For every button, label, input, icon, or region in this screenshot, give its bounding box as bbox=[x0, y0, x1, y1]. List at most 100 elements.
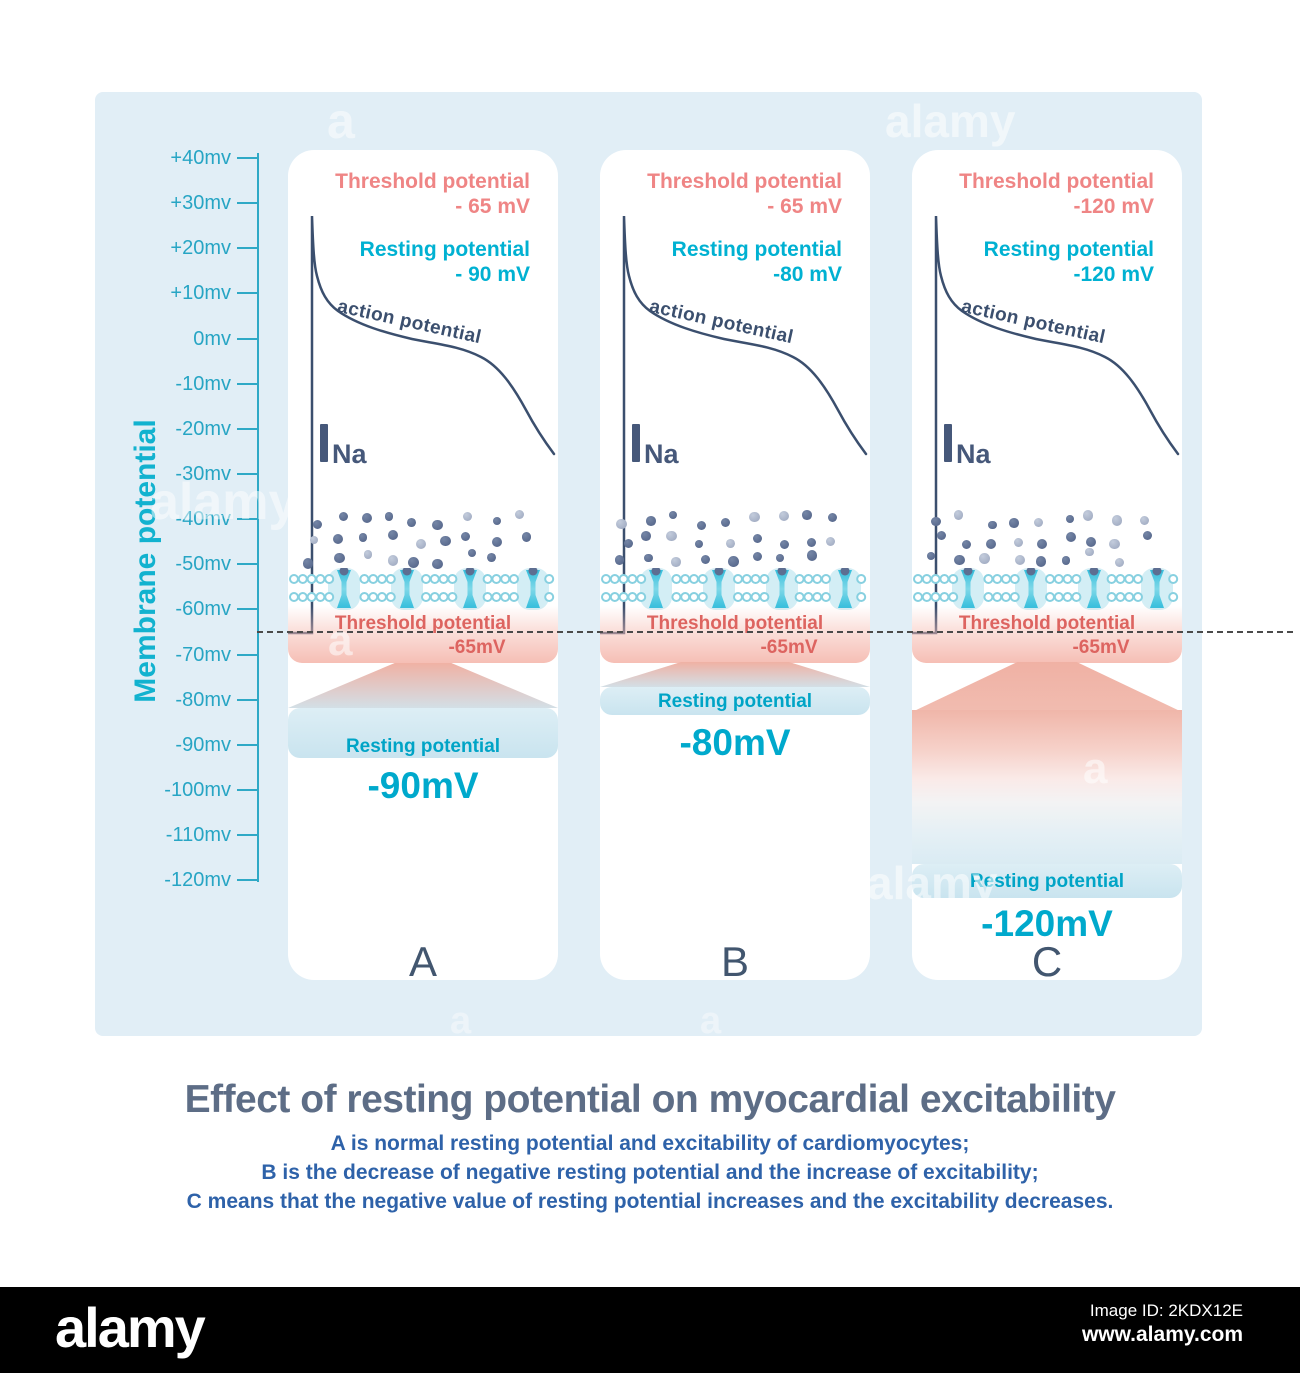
ion-dots bbox=[600, 510, 870, 568]
resting-band-label: Resting potential bbox=[345, 736, 501, 757]
axis-tick bbox=[237, 563, 257, 566]
ion-dots bbox=[912, 510, 1182, 568]
threshold-band: Threshold potential -65mV bbox=[288, 606, 558, 663]
threshold-potential-label: Threshold potential bbox=[335, 170, 530, 193]
watermark-a: a bbox=[450, 1000, 472, 1042]
axis-tick-label: +40mv bbox=[170, 147, 231, 169]
axis-tick-label: -20mv bbox=[175, 417, 231, 440]
axis-tick-label: -10mv bbox=[175, 372, 231, 395]
figure-caption: A is normal resting potential and excita… bbox=[0, 1129, 1300, 1216]
threshold-band-label: Threshold potential bbox=[958, 613, 1136, 634]
y-axis-title: Membrane potential bbox=[129, 419, 162, 703]
caption-line-a: A is normal resting potential and excita… bbox=[330, 1132, 970, 1155]
threshold-potential-label: Threshold potential bbox=[647, 170, 842, 193]
panel-a: Threshold potential - 65 mV Resting pote… bbox=[288, 150, 558, 985]
figure-area: +40mv +30mv +20mv +10mv 0mv -10mv -20mv -30mv -4… bbox=[95, 92, 1293, 1042]
axis-tick bbox=[237, 743, 257, 746]
sodium-current-subscript: Na bbox=[956, 439, 991, 469]
sodium-current-symbol bbox=[944, 424, 952, 462]
threshold-band-value: -65mV bbox=[1072, 637, 1130, 658]
threshold-dashed-line bbox=[257, 631, 1293, 633]
resting-band-label: Resting potential bbox=[657, 691, 813, 712]
resting-band bbox=[288, 708, 558, 758]
axis-tick bbox=[237, 608, 257, 611]
threshold-potential-value: -120 mV bbox=[1073, 195, 1154, 218]
sodium-current-symbol bbox=[632, 424, 640, 462]
axis-tick bbox=[237, 247, 257, 250]
resting-potential-value: -120 mV bbox=[1073, 263, 1154, 286]
axis-tick-label: -50mv bbox=[175, 553, 231, 576]
watermark-alamy: alamy bbox=[885, 95, 1016, 147]
action-potential-curve bbox=[912, 215, 1180, 635]
watermark-a: a bbox=[700, 1000, 722, 1042]
panel-letter: B bbox=[720, 938, 749, 985]
axis-tick bbox=[237, 157, 257, 159]
resting-potential-label: Resting potential bbox=[671, 238, 842, 261]
resting-band bbox=[600, 687, 870, 715]
sodium-current-label: Na bbox=[320, 424, 390, 484]
caption-line-c: C means that the negative value of resti… bbox=[186, 1190, 1114, 1213]
panel-c: Threshold potential -120 mV Resting pote… bbox=[912, 150, 1182, 985]
axis-tick-label: -60mv bbox=[175, 598, 231, 621]
resting-potential-label: Resting potential bbox=[359, 238, 530, 261]
axis-tick-label: -90mv bbox=[175, 733, 231, 756]
cell-membrane bbox=[601, 568, 867, 610]
sodium-current-subscript: Na bbox=[644, 439, 679, 469]
footer-bar: alamy Image ID: 2KDX12E www.alamy.com bbox=[0, 1287, 1300, 1373]
resting-potential-value: -80 mV bbox=[773, 263, 842, 286]
ion-dots bbox=[288, 510, 558, 569]
threshold-band: Threshold potential -65mV bbox=[912, 606, 1182, 663]
action-potential-curve bbox=[288, 215, 556, 635]
axis-tick-label: -120mv bbox=[164, 869, 231, 892]
resting-value-big: -80mV bbox=[679, 722, 791, 763]
y-axis-line bbox=[257, 153, 259, 882]
threshold-band-label: Threshold potential bbox=[334, 613, 512, 634]
axis-tick bbox=[237, 472, 257, 475]
axis-tick bbox=[237, 834, 257, 837]
axis-tick bbox=[237, 698, 257, 701]
sodium-current-symbol bbox=[320, 424, 328, 462]
axis-tick-label: +20mv bbox=[170, 237, 231, 260]
cell-membrane bbox=[289, 568, 555, 610]
alamy-logo: alamy bbox=[55, 1296, 206, 1359]
axis-tick-label: +10mv bbox=[170, 282, 231, 305]
threshold-band-value: -65mV bbox=[448, 637, 506, 658]
axis-tick bbox=[237, 427, 257, 430]
resting-band bbox=[912, 864, 1182, 898]
threshold-band-value: -65mV bbox=[760, 637, 818, 658]
resting-potential-value: - 90 mV bbox=[455, 263, 530, 286]
excitability-gradient-block bbox=[912, 710, 1182, 864]
axis-tick bbox=[237, 653, 257, 656]
sodium-current-label: Na bbox=[632, 424, 702, 484]
threshold-band: Threshold potential -65mV bbox=[600, 606, 870, 663]
axis-tick bbox=[237, 879, 257, 882]
axis-tick-label: +30mv bbox=[170, 192, 231, 215]
figure-title: Effect of resting potential on myocardia… bbox=[184, 1078, 1116, 1121]
panel-b: Threshold potential - 65 mV Resting pote… bbox=[600, 150, 870, 985]
axis-tick bbox=[237, 382, 257, 385]
threshold-band-label: Threshold potential bbox=[646, 613, 824, 634]
axis-tick-label: -40mv bbox=[175, 508, 231, 531]
axis-tick bbox=[237, 788, 257, 791]
cell-membrane bbox=[913, 568, 1179, 610]
axis-tick-label: -80mv bbox=[175, 688, 231, 711]
threshold-potential-value: - 65 mV bbox=[767, 195, 842, 218]
threshold-potential-value: - 65 mV bbox=[455, 195, 530, 218]
resting-band-label: Resting potential bbox=[969, 871, 1125, 892]
resting-value-big: -90mV bbox=[367, 765, 479, 806]
axis-tick-label: 0mv bbox=[193, 327, 231, 350]
panel-letter: A bbox=[408, 938, 437, 985]
action-potential-curve bbox=[600, 215, 868, 635]
axis-tick bbox=[237, 202, 257, 205]
panel-letter: C bbox=[1031, 938, 1063, 985]
resting-potential-label: Resting potential bbox=[983, 238, 1154, 261]
axis-tick bbox=[237, 337, 257, 340]
alamy-url: www.alamy.com bbox=[1081, 1323, 1243, 1346]
axis-tick bbox=[237, 518, 257, 521]
resting-value-big: -120mV bbox=[981, 903, 1113, 944]
threshold-potential-label: Threshold potential bbox=[959, 170, 1154, 193]
sodium-current-label: Na bbox=[944, 424, 1014, 484]
axis-tick bbox=[237, 292, 257, 295]
sodium-current-subscript: Na bbox=[332, 439, 367, 469]
